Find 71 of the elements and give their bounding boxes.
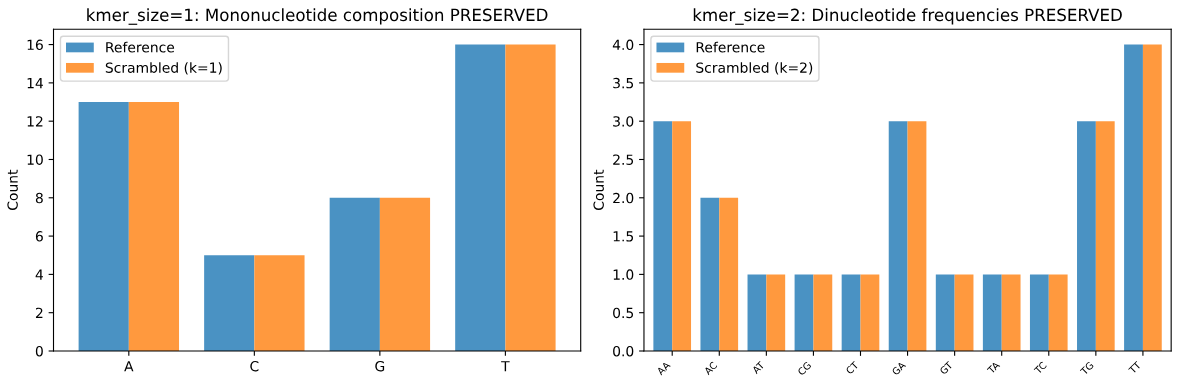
bar	[747, 274, 767, 351]
bar	[128, 102, 180, 351]
y-tick-label: 4	[35, 269, 43, 280]
bar	[1029, 274, 1049, 351]
y-tick-label: 14	[27, 78, 43, 89]
y-axis-title: Count	[593, 169, 604, 210]
x-tick-label: GT	[939, 360, 954, 375]
x-tick-label: CG	[797, 361, 812, 376]
bar	[1077, 121, 1096, 351]
chart-title: kmer_size=2: Dinucleotide frequencies PRESERVED	[693, 8, 1122, 25]
bar	[505, 44, 556, 351]
y-tick-label: 10	[27, 154, 43, 165]
x-tick-label: TA	[986, 360, 1001, 375]
bar	[329, 197, 380, 351]
y-tick-label: 12	[27, 116, 43, 127]
bar	[888, 121, 908, 351]
x-tick-label: A	[124, 361, 134, 372]
x-tick-label: TG	[1079, 361, 1094, 376]
y-tick-label: 0.5	[613, 307, 634, 319]
x-tick-label: AC	[703, 361, 718, 376]
y-axis-title: Count	[7, 169, 18, 210]
bar	[1142, 44, 1162, 351]
bar	[719, 197, 739, 351]
bar	[455, 44, 506, 351]
y-tick-label: 3.0	[613, 116, 634, 127]
legend-label: Scrambled (k=2)	[696, 62, 813, 75]
chart-title: kmer_size=1: Mononucleotide composition PRESERVED	[87, 8, 548, 25]
x-tick-label: G	[375, 360, 385, 372]
y-tick-label: 4.0	[612, 39, 634, 51]
bar	[841, 274, 861, 351]
y-tick-label: 16	[27, 39, 43, 51]
legend-label: Reference	[106, 41, 175, 53]
bar	[766, 274, 786, 351]
bar	[1124, 44, 1143, 351]
bar	[1095, 121, 1115, 351]
legend-label: Scrambled (k=1)	[105, 62, 222, 75]
y-tick-label: 2.0	[613, 192, 634, 204]
y-tick-label: 3.5	[613, 77, 634, 89]
legend-label: Reference	[696, 41, 765, 53]
x-tick-label: AT	[751, 360, 765, 375]
bar	[204, 255, 255, 351]
y-tick-label: 1.5	[613, 231, 634, 242]
x-tick-label: C	[250, 360, 259, 372]
bar	[672, 121, 692, 351]
bar	[794, 274, 814, 351]
bar	[935, 274, 955, 351]
x-tick-label: GA	[891, 360, 907, 376]
bar	[813, 274, 833, 351]
x-tick-label: T	[501, 361, 510, 372]
x-tick-label: TC	[1033, 361, 1048, 375]
bar	[653, 121, 673, 351]
x-tick-label: AA	[656, 360, 671, 376]
y-tick-label: 6	[35, 231, 43, 242]
y-tick-label: 0.0	[613, 345, 634, 357]
y-tick-label: 1.0	[613, 269, 634, 280]
bar	[254, 255, 305, 351]
bar	[982, 274, 1002, 351]
bar	[1048, 274, 1068, 351]
y-tick-label: 2	[35, 307, 43, 318]
bar	[860, 274, 880, 351]
y-tick-label: 8	[35, 192, 43, 204]
bar	[379, 197, 431, 351]
bar	[78, 102, 129, 351]
bar	[954, 274, 974, 351]
y-tick-label: 2.5	[613, 154, 634, 165]
bar	[907, 121, 927, 351]
bar	[1001, 274, 1021, 351]
x-tick-label: TT	[1128, 360, 1142, 375]
x-tick-label: CT	[845, 360, 860, 375]
bar	[700, 197, 720, 351]
y-tick-label: 0	[35, 345, 43, 357]
